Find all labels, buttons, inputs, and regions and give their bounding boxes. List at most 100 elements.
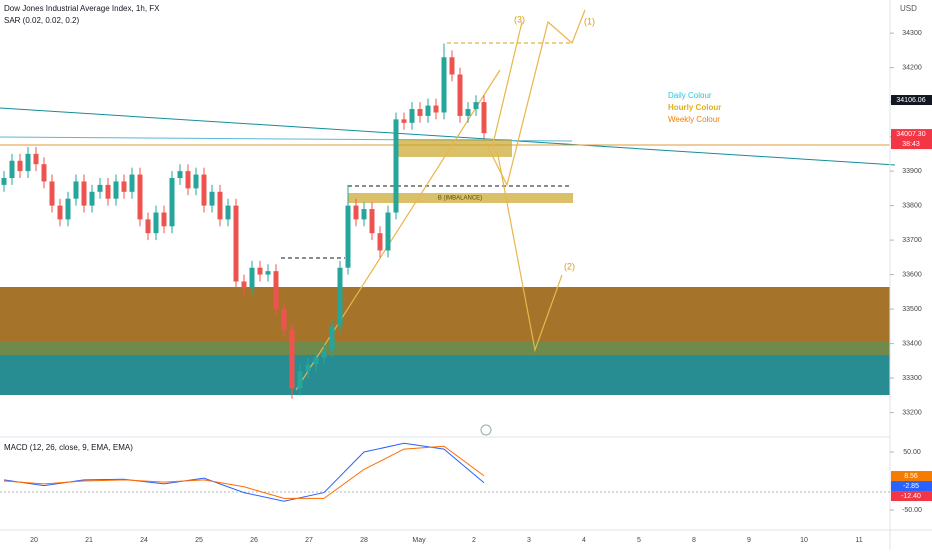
- x-tick-label: 3: [527, 537, 531, 544]
- candle-body: [441, 57, 447, 113]
- currency: USD: [900, 4, 917, 13]
- legend-daily: Daily Colour: [668, 91, 712, 100]
- candle-body: [233, 205, 239, 282]
- candle-body: [33, 153, 39, 165]
- y-tick-label: 34300: [902, 30, 922, 37]
- candle-body: [241, 281, 247, 289]
- x-tick-label: 20: [30, 537, 38, 544]
- candle-body: [185, 171, 191, 189]
- candle-body: [217, 191, 223, 220]
- price-label: 8.56: [904, 473, 918, 480]
- x-tick-label: 8: [692, 537, 696, 544]
- candle-body: [321, 350, 327, 358]
- candle-body: [473, 102, 479, 110]
- macd-line: [3, 445, 485, 499]
- y-tick-label: -50.00: [902, 507, 922, 514]
- wave-label: (1): [584, 16, 595, 26]
- candle-body: [225, 205, 231, 220]
- legend-hourly: Hourly Colour: [668, 103, 721, 112]
- y-tick-label: 33500: [902, 306, 922, 313]
- candle-body: [377, 233, 383, 251]
- macd-title: MACD (12, 26, close, 9, EMA, EMA): [4, 443, 133, 452]
- imbalance-zone: [348, 193, 573, 203]
- hourly-zone: [398, 139, 512, 157]
- price-label-box: [891, 491, 932, 502]
- candle-body: [425, 105, 431, 116]
- candle-body: [161, 212, 167, 227]
- candle-body: [257, 267, 263, 275]
- candle-body: [481, 102, 487, 134]
- projection-2: [496, 149, 563, 353]
- candle-body: [385, 212, 391, 251]
- candle-body: [121, 181, 127, 192]
- candle-body: [313, 357, 319, 365]
- zone-overlap: [0, 341, 890, 355]
- price-label-box: [891, 129, 932, 150]
- candle-body: [177, 171, 183, 179]
- price-label: -12.40: [901, 493, 921, 500]
- candle-body: [9, 160, 15, 179]
- candle-body: [41, 164, 47, 182]
- price-timer: 38:43: [902, 141, 920, 148]
- price-label-box: [891, 95, 932, 106]
- y-tick-label: 50.00: [903, 449, 921, 456]
- x-tick-label: May: [412, 537, 426, 544]
- candle-body: [129, 174, 135, 192]
- y-tick-label: 34200: [902, 64, 922, 71]
- candle-body: [297, 371, 303, 389]
- y-tick-label: 33900: [902, 168, 922, 175]
- x-tick-label: 4: [582, 537, 586, 544]
- candle-body: [49, 181, 55, 206]
- candle-body: [193, 174, 199, 189]
- candle-body: [265, 271, 271, 275]
- indicator-label: SAR (0.02, 0.02, 0.2): [4, 16, 79, 25]
- candle-body: [81, 181, 87, 206]
- y-tick-label: 33600: [902, 271, 922, 278]
- legend-weekly: Weekly Colour: [668, 115, 720, 124]
- title: Dow Jones Industrial Average Index, 1h, …: [4, 4, 160, 13]
- candle-body: [465, 109, 471, 116]
- price-label-box: [891, 481, 932, 492]
- candle-body: [281, 309, 287, 330]
- candle-body: [361, 209, 367, 220]
- candle-body: [105, 184, 111, 199]
- candle-body: [345, 205, 351, 268]
- candle-body: [409, 109, 415, 123]
- candle-body: [289, 329, 295, 389]
- y-tick-label: 33400: [902, 340, 922, 347]
- candle-body: [417, 109, 423, 116]
- candle-body: [273, 271, 279, 310]
- projection-3: [491, 21, 523, 149]
- imbalance-label: B (IMBALANCE): [438, 196, 482, 202]
- x-tick-label: 21: [85, 537, 93, 544]
- wave-label: (2): [564, 261, 575, 271]
- x-tick-label: 9: [747, 537, 751, 544]
- alert-icon[interactable]: [480, 424, 492, 436]
- macd-line: [3, 442, 485, 502]
- candle-body: [457, 74, 463, 116]
- candle-body: [353, 205, 359, 220]
- x-tick-label: 5: [637, 537, 641, 544]
- candle-body: [1, 178, 7, 185]
- candle-body: [169, 178, 175, 227]
- price-label: -2.85: [903, 483, 919, 490]
- candle-body: [25, 153, 31, 172]
- candle-body: [401, 119, 407, 123]
- candle-body: [329, 326, 335, 351]
- daily-trendline: [0, 107, 896, 166]
- candle-body: [337, 267, 343, 327]
- y-tick-label: 33700: [902, 237, 922, 244]
- x-tick-label: 2: [472, 537, 476, 544]
- x-tick-label: 10: [800, 537, 808, 544]
- candle-body: [153, 212, 159, 234]
- price-label: 34007.30: [896, 131, 925, 138]
- candle-body: [433, 105, 439, 113]
- x-tick-label: 28: [360, 537, 368, 544]
- x-tick-label: 26: [250, 537, 258, 544]
- x-tick-label: 11: [855, 537, 862, 544]
- candle-body: [73, 181, 79, 199]
- x-tick-label: 25: [195, 537, 203, 544]
